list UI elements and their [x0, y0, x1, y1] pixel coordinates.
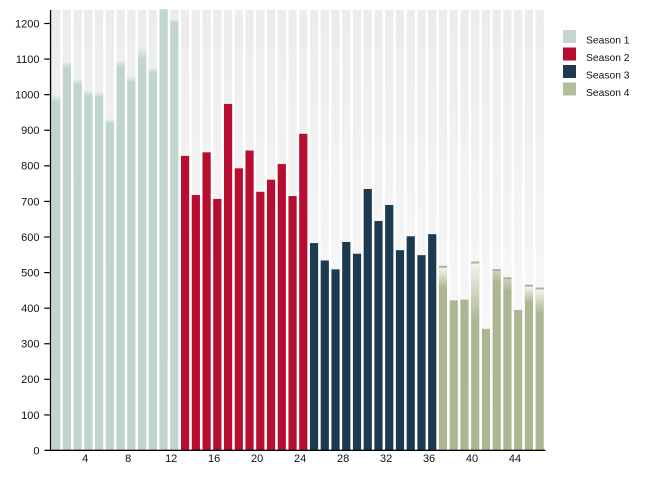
svg-text:1100: 1100	[16, 54, 40, 66]
svg-text:1200: 1200	[15, 18, 39, 30]
svg-text:0: 0	[33, 445, 39, 457]
svg-text:Season 1: Season 1	[586, 36, 630, 47]
svg-text:500: 500	[21, 267, 39, 279]
svg-text:12: 12	[165, 453, 177, 465]
svg-text:8: 8	[125, 453, 131, 465]
svg-text:600: 600	[21, 232, 39, 244]
svg-text:700: 700	[21, 196, 39, 208]
svg-text:200: 200	[21, 374, 39, 386]
svg-text:44: 44	[509, 453, 521, 465]
svg-text:Season 3: Season 3	[586, 71, 630, 82]
svg-text:28: 28	[337, 453, 349, 465]
svg-text:800: 800	[21, 161, 39, 173]
svg-text:36: 36	[423, 453, 435, 465]
svg-text:900: 900	[21, 125, 39, 137]
svg-text:16: 16	[208, 453, 220, 465]
svg-text:24: 24	[294, 453, 306, 465]
svg-text:1000: 1000	[15, 90, 39, 102]
svg-text:4: 4	[82, 453, 88, 465]
svg-text:Season 4: Season 4	[586, 88, 630, 99]
svg-text:Season 2: Season 2	[586, 53, 630, 64]
svg-text:40: 40	[466, 453, 478, 465]
svg-text:100: 100	[21, 410, 39, 422]
svg-text:300: 300	[21, 339, 39, 351]
svg-text:400: 400	[21, 303, 39, 315]
svg-text:20: 20	[251, 453, 263, 465]
svg-text:32: 32	[380, 453, 392, 465]
